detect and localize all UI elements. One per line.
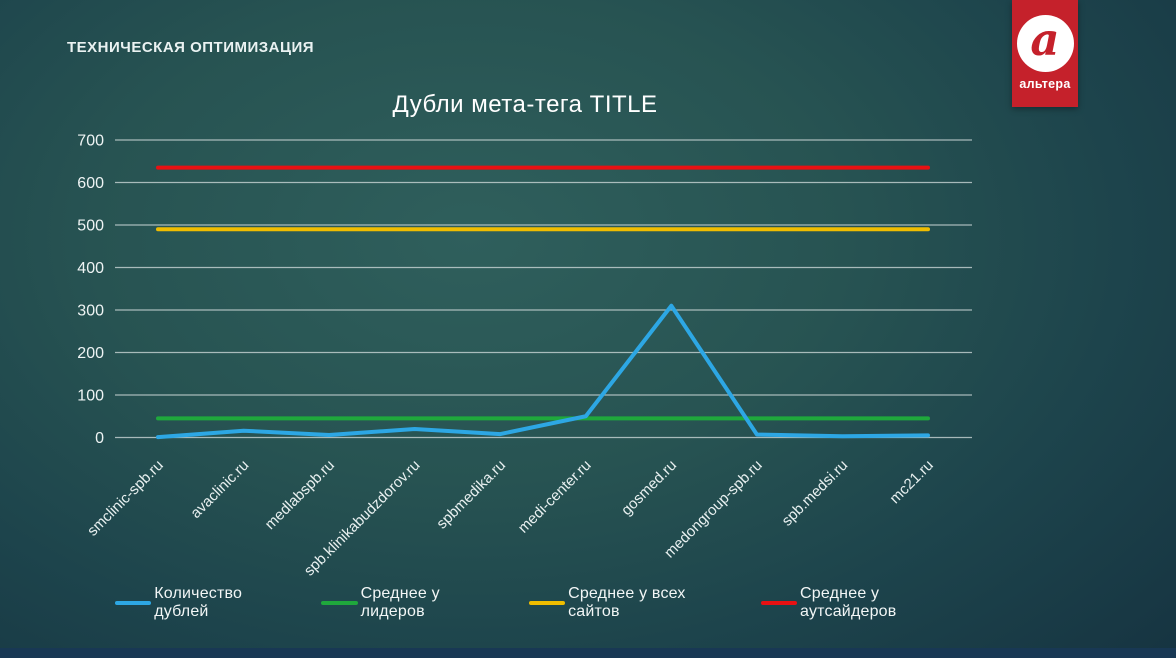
x-axis-category-label: gosmed.ru — [618, 457, 680, 519]
x-axis-category-label: medlabspb.ru — [262, 457, 338, 533]
y-axis-tick-label: 300 — [77, 303, 104, 320]
chart-title: Дубли мета-тега TITLE — [392, 91, 658, 118]
bottom-accent-bar — [0, 648, 1176, 658]
x-axis-category-label: mc21.ru — [886, 457, 936, 507]
legend-label: Среднее у аутсайдеров — [800, 585, 897, 620]
y-axis-tick-label: 400 — [77, 260, 104, 277]
chart-legend: Количество дублей Среднее у лидеров Средне… — [115, 585, 972, 621]
series-line — [156, 303, 930, 440]
x-axis-category-label: medi-center.ru — [515, 457, 595, 537]
legend-item: Количество дублей — [115, 585, 294, 621]
slide-header: ТЕХНИЧЕСКАЯ ОПТИМИЗАЦИЯ — [67, 39, 315, 56]
logo-letter-icon: a — [1030, 13, 1060, 66]
x-axis-category-label: spb.medsi.ru — [779, 457, 852, 530]
y-axis-tick-label: 0 — [95, 430, 104, 447]
logo-brand-name: альтера — [1019, 77, 1071, 91]
x-axis-category-label: spbmedika.ru — [433, 457, 509, 533]
x-axis-category-label: medongroup-spb.ru — [661, 457, 766, 562]
legend-swatch — [528, 601, 566, 605]
legend-swatch — [115, 601, 152, 605]
y-axis-tick-label: 500 — [77, 218, 104, 235]
altera-logo: a альтера — [1012, 0, 1078, 107]
legend-label: Количество дублей — [154, 585, 243, 620]
legend-item: Среднее у всех сайтов — [528, 585, 734, 621]
legend-swatch — [760, 601, 798, 605]
legend-label: Среднее у лидеров — [360, 585, 440, 620]
x-axis-category-label: avaclinic.ru — [187, 457, 252, 522]
y-axis-tick-label: 600 — [77, 175, 104, 192]
legend-item: Среднее у аутсайдеров — [760, 585, 972, 621]
y-axis-tick-label: 100 — [77, 388, 104, 405]
legend-label: Среднее у всех сайтов — [568, 585, 686, 620]
y-axis-tick-label: 200 — [77, 345, 104, 362]
logo-circle: a — [1016, 13, 1074, 72]
legend-swatch — [321, 601, 358, 605]
y-axis-tick-label: 700 — [77, 133, 104, 150]
x-axis-category-label: smclinic-spb.ru — [84, 457, 167, 540]
legend-item: Среднее у лидеров — [321, 585, 501, 621]
